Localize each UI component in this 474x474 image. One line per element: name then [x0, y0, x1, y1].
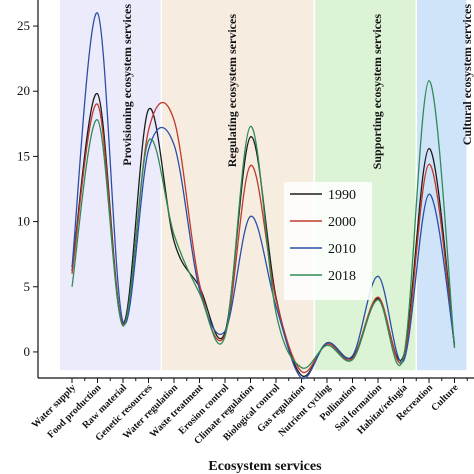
legend-label-1990: 1990 — [328, 188, 356, 203]
y-axis: 0 5 10 15 20 25 — [17, 0, 39, 378]
band-0 — [60, 0, 161, 371]
y-tick-label: 25 — [17, 18, 30, 33]
band-labels: Provisioning ecosystem services Regulatin… — [120, 4, 474, 170]
legend-label-2000: 2000 — [328, 215, 356, 230]
band-label-2: Supporting ecosystem services — [370, 14, 384, 170]
series-line-2018 — [71, 80, 456, 369]
x-tick-label: Culture — [429, 382, 461, 414]
series-line-2010 — [71, 12, 456, 380]
legend: 1990 2000 2010 2018 — [284, 182, 372, 300]
y-tick-label: 15 — [17, 148, 30, 163]
legend-box — [284, 182, 372, 300]
series-lines — [71, 12, 456, 380]
band-label-3: Cultural ecosystem services — [460, 4, 474, 146]
legend-label-2010: 2010 — [328, 242, 356, 257]
legend-label-2018: 2018 — [328, 269, 356, 284]
y-tick-label: 20 — [17, 83, 30, 98]
y-tick-label: 0 — [24, 344, 31, 359]
y-tick-label: 10 — [17, 214, 30, 229]
band-label-0: Provisioning ecosystem services — [120, 4, 134, 166]
x-axis-label: Ecosystem services — [208, 459, 322, 474]
y-tick-label: 5 — [24, 279, 31, 294]
band-label-1: Regulating ecosystem services — [225, 14, 239, 168]
